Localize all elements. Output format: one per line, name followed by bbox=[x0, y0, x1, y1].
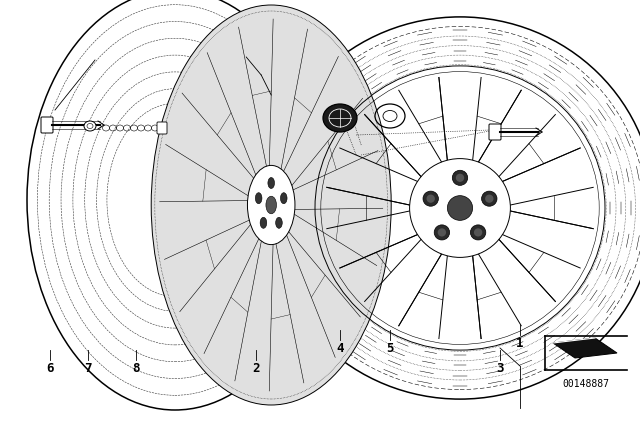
Ellipse shape bbox=[434, 225, 449, 240]
Ellipse shape bbox=[470, 225, 486, 240]
Text: 1: 1 bbox=[516, 336, 524, 349]
Ellipse shape bbox=[255, 193, 262, 204]
Text: 7: 7 bbox=[84, 362, 92, 375]
Ellipse shape bbox=[481, 191, 497, 206]
Ellipse shape bbox=[452, 170, 468, 185]
Ellipse shape bbox=[276, 217, 282, 228]
Ellipse shape bbox=[438, 228, 446, 237]
Ellipse shape bbox=[84, 121, 96, 131]
FancyBboxPatch shape bbox=[157, 122, 167, 134]
Ellipse shape bbox=[423, 191, 438, 206]
Text: 4: 4 bbox=[336, 341, 344, 354]
Ellipse shape bbox=[410, 159, 511, 258]
Ellipse shape bbox=[474, 228, 483, 237]
Ellipse shape bbox=[260, 217, 267, 228]
Ellipse shape bbox=[485, 194, 493, 203]
Ellipse shape bbox=[447, 196, 472, 220]
Text: 5: 5 bbox=[387, 341, 394, 354]
Text: 8: 8 bbox=[132, 362, 140, 375]
Text: 2: 2 bbox=[252, 362, 260, 375]
Ellipse shape bbox=[266, 196, 276, 214]
Ellipse shape bbox=[87, 124, 93, 129]
Text: 6: 6 bbox=[46, 362, 54, 375]
Ellipse shape bbox=[248, 165, 295, 245]
Ellipse shape bbox=[323, 73, 598, 343]
Ellipse shape bbox=[280, 193, 287, 204]
Ellipse shape bbox=[323, 104, 357, 132]
Polygon shape bbox=[553, 338, 617, 358]
Ellipse shape bbox=[426, 194, 435, 203]
Ellipse shape bbox=[268, 177, 275, 189]
Ellipse shape bbox=[456, 174, 464, 182]
Text: 3: 3 bbox=[496, 362, 504, 375]
FancyBboxPatch shape bbox=[489, 124, 501, 140]
Text: 00148887: 00148887 bbox=[563, 379, 609, 389]
FancyBboxPatch shape bbox=[41, 117, 53, 133]
Ellipse shape bbox=[151, 5, 391, 405]
